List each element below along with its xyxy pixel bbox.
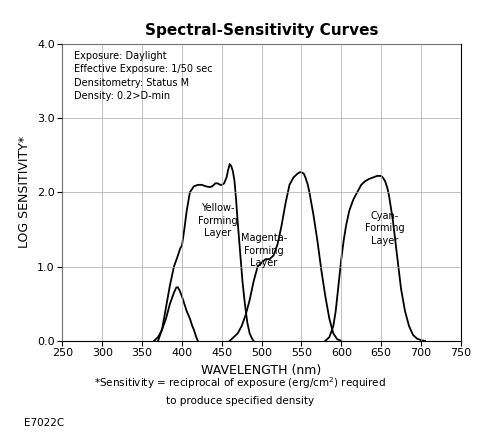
Text: Yellow-
Forming
Layer: Yellow- Forming Layer bbox=[198, 204, 238, 238]
Title: Spectral-Sensitivity Curves: Spectral-Sensitivity Curves bbox=[145, 23, 378, 38]
X-axis label: WAVELENGTH (nm): WAVELENGTH (nm) bbox=[202, 364, 322, 377]
Text: Magenta-
Forming
Layer: Magenta- Forming Layer bbox=[241, 233, 287, 268]
Text: *Sensitivity = reciprocal of exposure (erg/cm$^2$) required: *Sensitivity = reciprocal of exposure (e… bbox=[94, 375, 386, 391]
Text: to produce specified density: to produce specified density bbox=[166, 396, 314, 406]
Text: Exposure: Daylight
Effective Exposure: 1/50 sec
Densitometry: Status M
Density: : Exposure: Daylight Effective Exposure: 1… bbox=[74, 51, 213, 101]
Y-axis label: LOG SENSITIVITY*: LOG SENSITIVITY* bbox=[18, 136, 32, 248]
Text: Cyan-
Forming
Layer: Cyan- Forming Layer bbox=[365, 211, 405, 246]
Text: E7022C: E7022C bbox=[24, 418, 64, 428]
